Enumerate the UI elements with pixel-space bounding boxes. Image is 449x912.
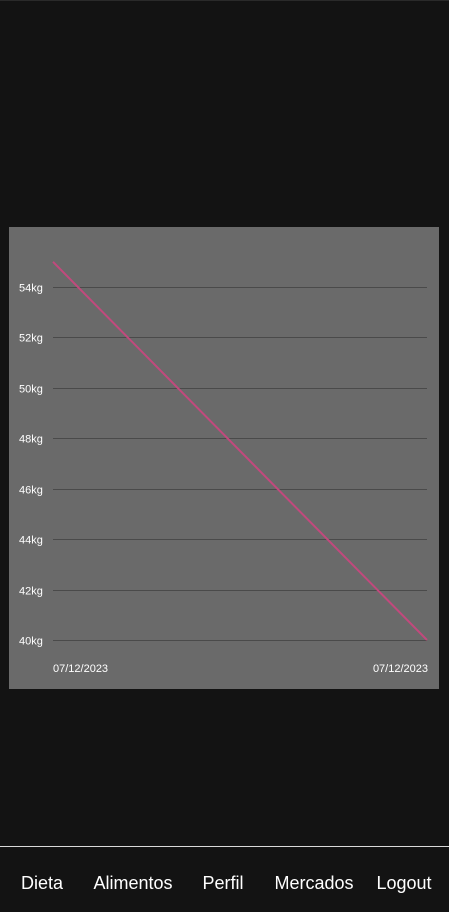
- nav-item-logout[interactable]: Logout: [376, 873, 432, 893]
- chart-series: [52, 261, 428, 641]
- top-edge-divider: [0, 0, 449, 1]
- weight-chart: 54kg 52kg 50kg 48kg 46kg 44kg 42kg 40kg 07/12/2…: [9, 227, 439, 689]
- y-tick-label: 50kg: [19, 384, 43, 396]
- x-tick-label: 07/12/2023: [53, 663, 108, 675]
- y-tick-label: 40kg: [19, 636, 43, 648]
- x-tick-label: 07/12/2023: [373, 663, 428, 675]
- y-tick-label: 46kg: [19, 485, 43, 497]
- chart-gridlines: [53, 287, 427, 641]
- nav-item-perfil[interactable]: Perfil: [202, 873, 244, 893]
- y-tick-label: 52kg: [19, 333, 43, 345]
- y-tick-label: 54kg: [19, 283, 43, 295]
- nav-item-dieta[interactable]: Dieta: [20, 873, 64, 893]
- y-tick-label: 48kg: [19, 434, 43, 446]
- y-axis-ticks: 54kg 52kg 50kg 48kg 46kg 44kg 42kg 40kg: [19, 283, 43, 648]
- weight-series-line: [52, 261, 428, 641]
- bottom-navigation: Dieta Alimentos Perfil Mercados Logout: [0, 846, 449, 912]
- y-tick-label: 44kg: [19, 535, 43, 547]
- weight-line-chart: 54kg 52kg 50kg 48kg 46kg 44kg 42kg 40kg 07/12/2…: [19, 261, 428, 675]
- x-axis-ticks: 07/12/2023 07/12/2023: [53, 663, 428, 675]
- nav-item-mercados[interactable]: Mercados: [274, 873, 354, 893]
- y-tick-label: 42kg: [19, 586, 43, 598]
- nav-item-alimentos[interactable]: Alimentos: [93, 873, 173, 893]
